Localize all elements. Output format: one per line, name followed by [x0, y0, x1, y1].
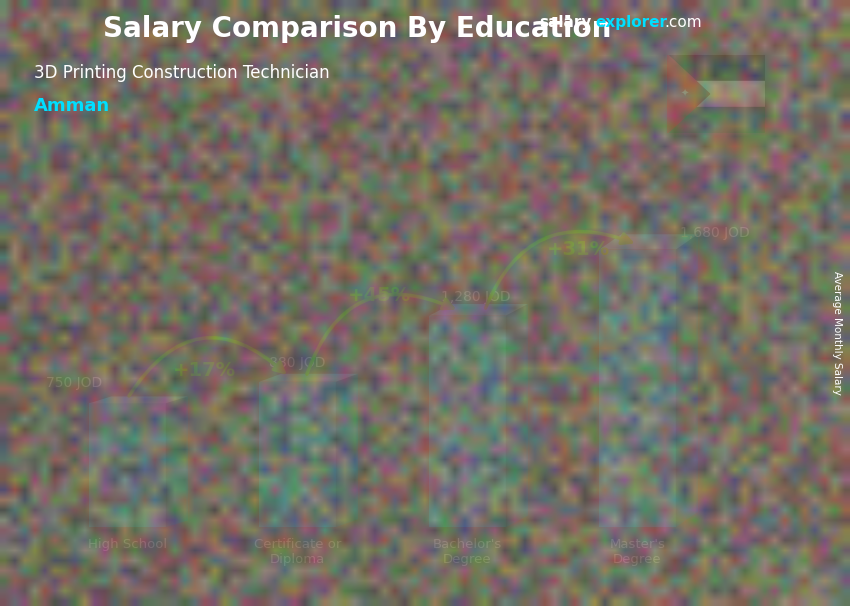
Bar	[667, 81, 765, 107]
Bar	[667, 107, 765, 133]
Polygon shape	[667, 55, 710, 133]
Text: explorer: explorer	[595, 15, 667, 30]
Polygon shape	[599, 250, 676, 527]
Polygon shape	[259, 382, 336, 527]
Text: 3D Printing Construction Technician: 3D Printing Construction Technician	[34, 64, 330, 82]
Text: +17%: +17%	[173, 361, 235, 380]
Bar	[667, 55, 765, 81]
Text: +45%: +45%	[348, 287, 411, 305]
Polygon shape	[676, 235, 698, 527]
Polygon shape	[166, 396, 188, 527]
Text: 880 JOD: 880 JOD	[269, 356, 326, 370]
Text: .com: .com	[665, 15, 702, 30]
Polygon shape	[89, 396, 188, 403]
Text: +31%: +31%	[547, 240, 609, 259]
Text: Amman: Amman	[34, 97, 110, 115]
Polygon shape	[336, 374, 358, 527]
Polygon shape	[429, 304, 528, 316]
Text: Average Monthly Salary: Average Monthly Salary	[832, 271, 842, 395]
Text: Salary Comparison By Education: Salary Comparison By Education	[103, 15, 611, 43]
Polygon shape	[89, 403, 166, 527]
Text: salary: salary	[540, 15, 592, 30]
Text: ✦: ✦	[680, 89, 688, 99]
Polygon shape	[429, 316, 506, 527]
Text: 1,680 JOD: 1,680 JOD	[680, 225, 750, 239]
Polygon shape	[259, 374, 358, 382]
Polygon shape	[599, 235, 698, 250]
Polygon shape	[506, 304, 528, 527]
Text: 750 JOD: 750 JOD	[46, 376, 102, 390]
Text: 1,280 JOD: 1,280 JOD	[441, 290, 511, 304]
